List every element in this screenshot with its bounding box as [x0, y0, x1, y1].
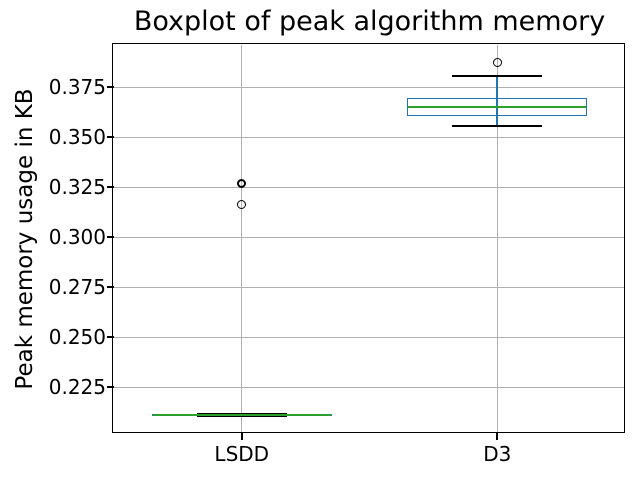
chart-title: Boxplot of peak algorithm memory — [133, 6, 606, 37]
outlier-marker — [492, 57, 502, 67]
median-line — [152, 414, 331, 416]
y-tick-mark — [107, 136, 114, 138]
outlier-marker — [237, 178, 247, 188]
x-tick-mark — [240, 433, 243, 440]
y-tick-mark — [107, 186, 114, 188]
box-rect — [407, 98, 588, 116]
y-tick-label: 0.300 — [48, 225, 106, 249]
whisker-cap-top — [452, 75, 543, 77]
whisker-cap-top — [196, 413, 287, 415]
y-tick-label: 0.250 — [48, 325, 106, 349]
y-tick-label: 0.275 — [48, 275, 106, 299]
x-tick-label: LSDD — [214, 442, 270, 466]
y-tick-label: 0.375 — [48, 75, 106, 99]
x-gridline — [241, 45, 243, 433]
x-gridline — [496, 45, 498, 433]
y-gridline — [114, 236, 625, 238]
y-tick-label: 0.325 — [48, 175, 106, 199]
y-tick-label: 0.350 — [48, 125, 106, 149]
y-tick-label: 0.225 — [48, 375, 106, 399]
y-gridline — [114, 286, 625, 288]
y-tick-mark — [107, 336, 114, 338]
x-tick-label: D3 — [483, 442, 512, 466]
outlier-marker — [237, 199, 247, 209]
whisker-cap-bottom — [452, 125, 543, 127]
whisker-line — [496, 76, 499, 126]
y-gridline — [114, 86, 625, 88]
y-tick-mark — [107, 286, 114, 288]
y-tick-mark — [107, 236, 114, 238]
y-gridline — [114, 386, 625, 388]
y-gridline — [114, 186, 625, 188]
median-line — [408, 106, 587, 108]
y-gridline — [114, 136, 625, 138]
y-tick-mark — [107, 86, 114, 88]
x-tick-mark — [496, 433, 499, 440]
y-gridline — [114, 336, 625, 338]
y-tick-mark — [107, 386, 114, 388]
